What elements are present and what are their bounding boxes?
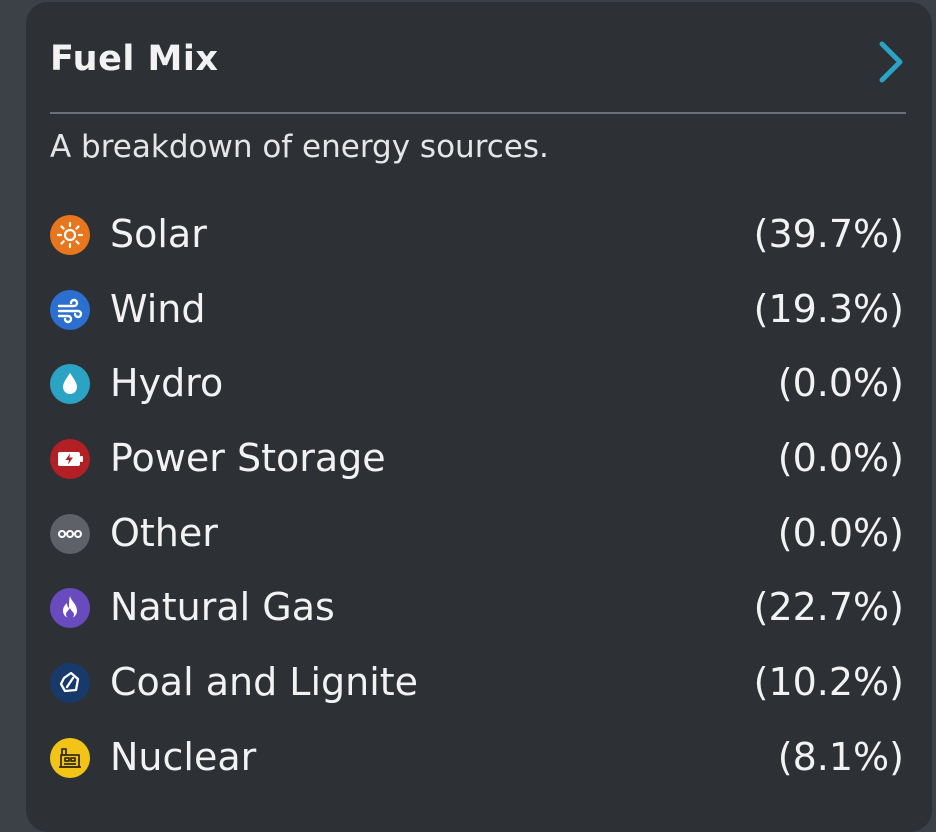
list-item: Solar (39.7%) — [50, 198, 904, 273]
source-percent: (8.1%) — [777, 734, 904, 779]
fuel-source-list: Solar (39.7%) Wind (19.3%) — [50, 198, 904, 796]
source-percent: (0.0%) — [777, 361, 904, 406]
card-subtitle: A breakdown of energy sources. — [50, 129, 549, 165]
source-label: Solar — [110, 212, 207, 256]
source-label: Nuclear — [110, 734, 257, 779]
list-item: Nuclear (8.1%) — [50, 721, 904, 796]
battery-icon — [50, 439, 90, 480]
card-title: Fuel Mix — [50, 39, 219, 79]
ellipsis-icon — [50, 513, 90, 554]
list-item: Other (0.0%) — [50, 497, 904, 572]
source-percent: (10.2%) — [753, 660, 904, 705]
source-label: Other — [110, 510, 218, 555]
sun-icon — [50, 215, 90, 255]
source-percent: (19.3%) — [753, 286, 904, 331]
list-item: Natural Gas (22.7%) — [50, 571, 904, 646]
water-drop-icon — [50, 364, 90, 405]
source-percent: (22.7%) — [753, 585, 904, 630]
source-label: Wind — [110, 286, 206, 331]
list-item: Wind (19.3%) — [50, 273, 904, 348]
source-label: Coal and Lignite — [110, 660, 419, 705]
source-percent: (0.0%) — [777, 510, 904, 555]
source-label: Power Storage — [110, 436, 386, 481]
list-item: Power Storage (0.0%) — [50, 422, 904, 497]
coal-icon — [50, 663, 90, 704]
flame-icon — [50, 588, 90, 629]
list-item: Coal and Lignite (10.2%) — [50, 646, 904, 721]
nuclear-plant-icon — [50, 737, 90, 778]
chevron-right-icon[interactable] — [876, 40, 906, 84]
card-header: Fuel Mix — [50, 2, 906, 114]
source-label: Hydro — [110, 361, 224, 406]
wind-icon — [50, 289, 90, 330]
list-item: Hydro (0.0%) — [50, 347, 904, 422]
fuel-mix-card: Fuel Mix A breakdown of energy sources. — [26, 2, 932, 832]
source-percent: (39.7%) — [753, 212, 904, 256]
source-percent: (0.0%) — [777, 436, 904, 481]
source-label: Natural Gas — [110, 585, 335, 630]
